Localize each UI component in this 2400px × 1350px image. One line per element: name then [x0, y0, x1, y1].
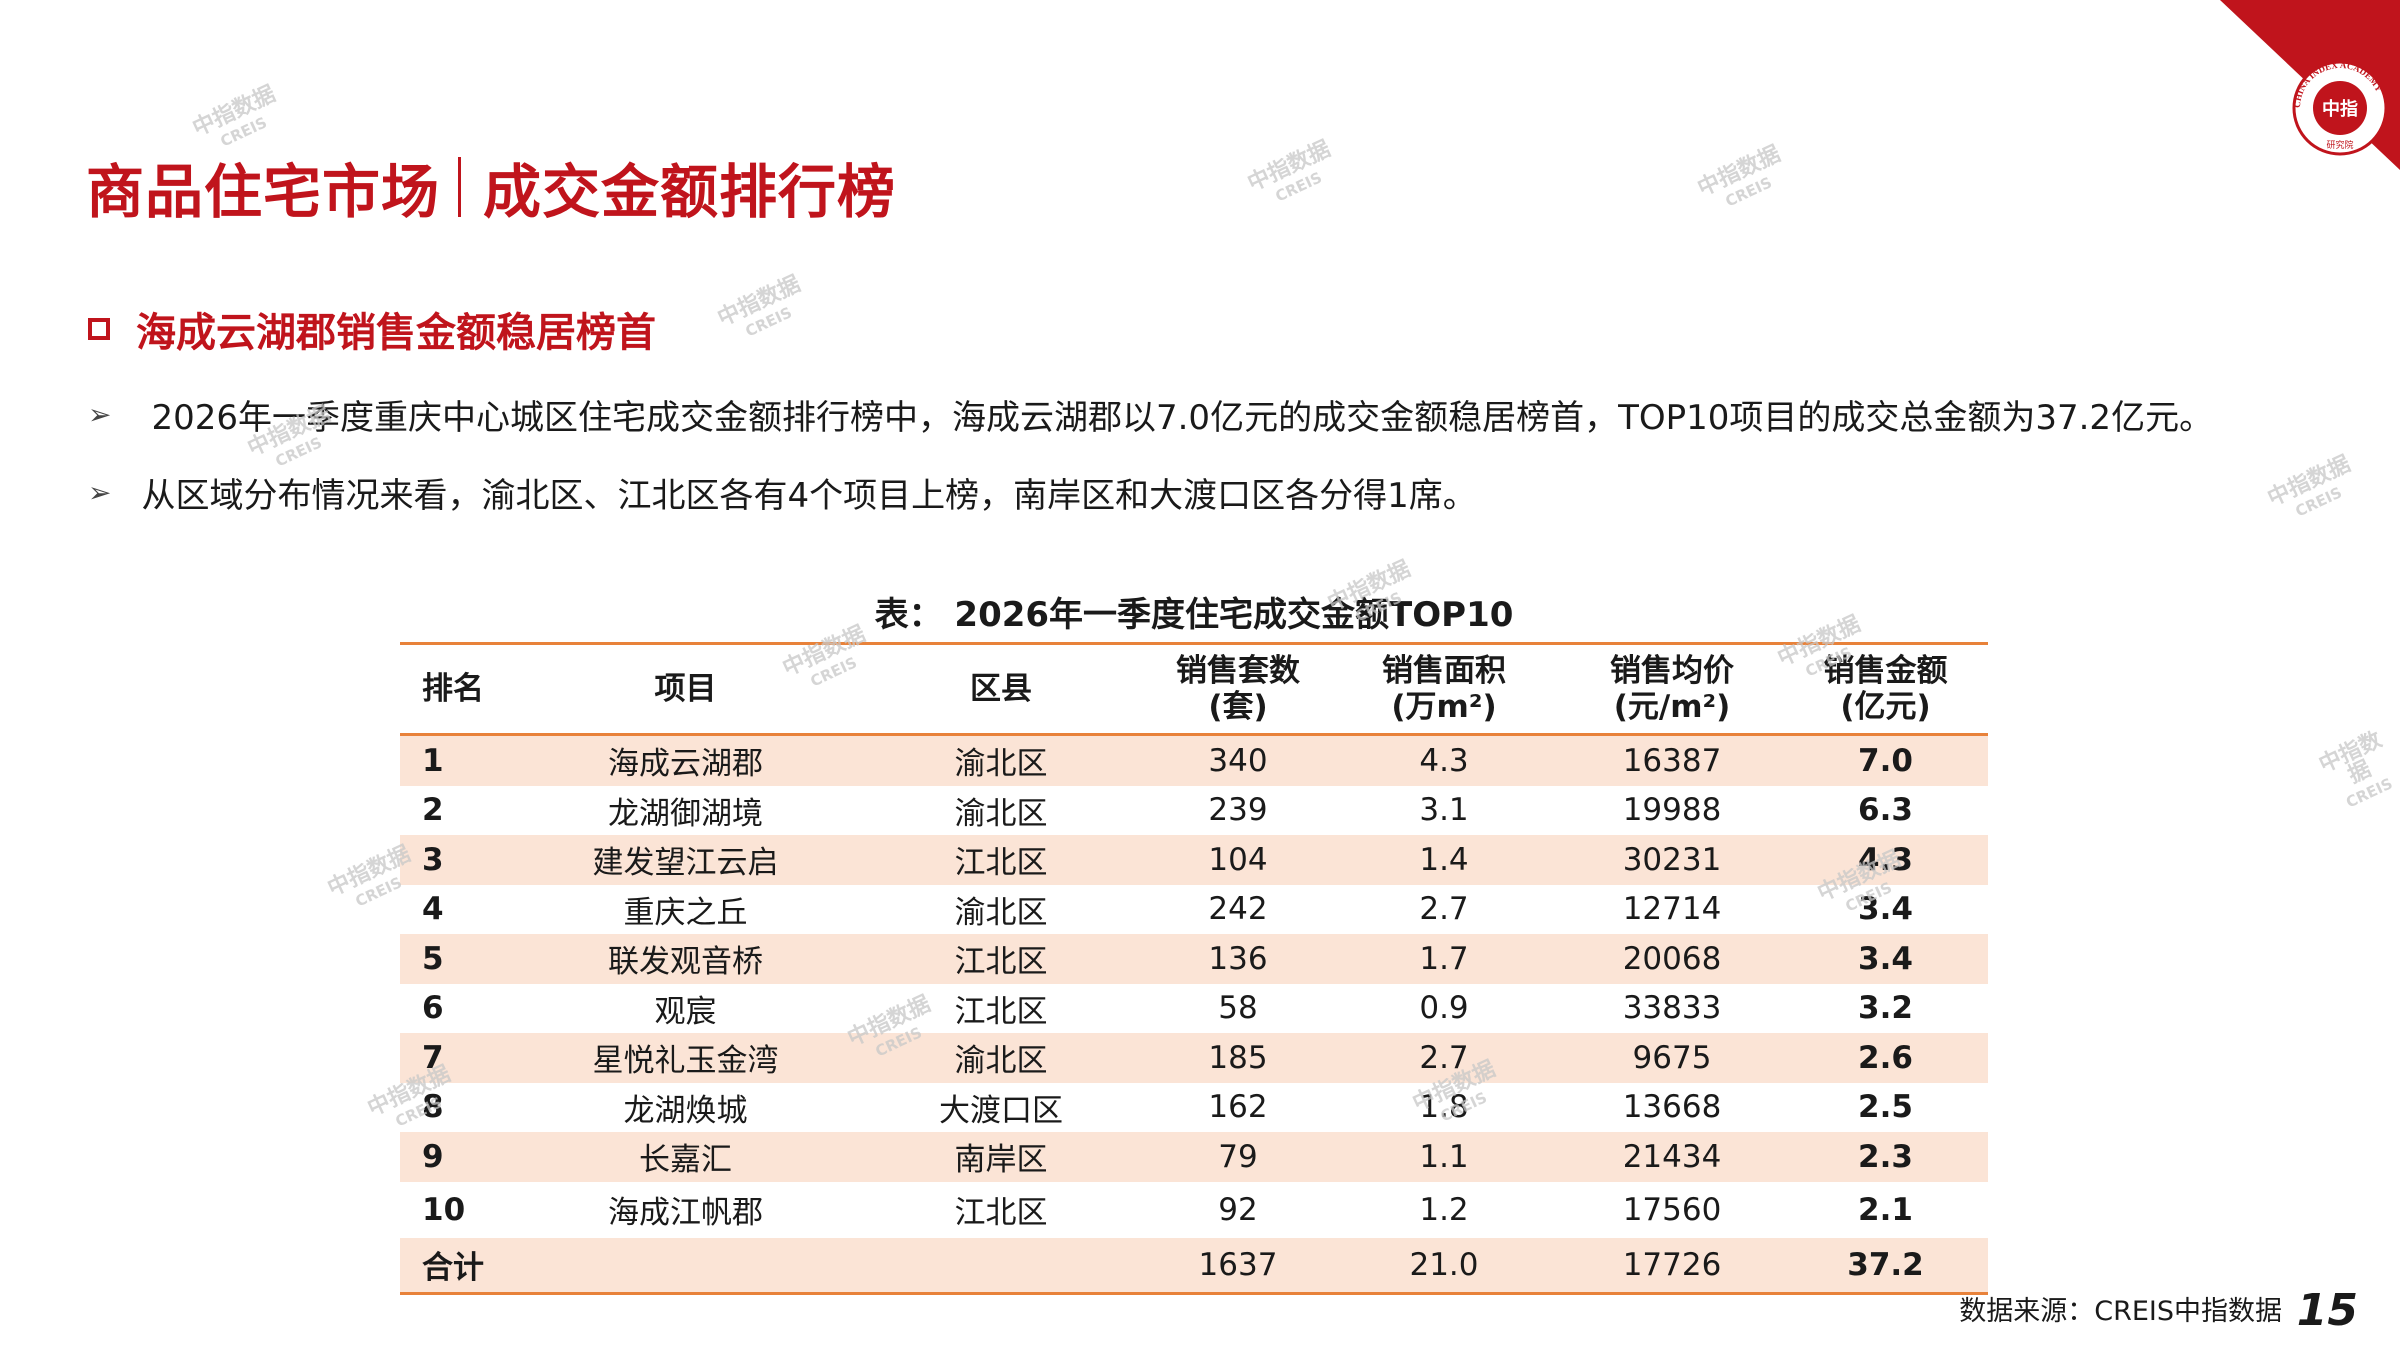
table-caption: 表： 2026年一季度住宅成交金额TOP10 [874, 595, 1514, 635]
logo-bottom-text: 研究院 [2326, 139, 2353, 151]
table-row: 8 龙湖焕城 大渡口区 162 1.8 13668 2.5 [422, 1089, 1913, 1129]
column-header-rank: 排名 [400, 642, 518, 736]
table-row: 6 观宸 江北区 58 0.9 33833 3.2 [422, 990, 1913, 1030]
table-row: 2 龙湖御湖境 渝北区 239 3.1 19988 6.3 [422, 792, 1913, 832]
section-heading-text: 海成云湖郡销售金额稳居榜首 [136, 310, 656, 356]
page-title-right: 成交金额排行榜 [483, 158, 897, 226]
watermark: 中指数据 CREIS [2263, 451, 2355, 521]
arrow-bullet-icon: ➢ [88, 476, 112, 509]
watermark: 中指数据 CREIS [713, 271, 805, 341]
page-title: 商品住宅市场 成交金额排行榜 [86, 145, 896, 229]
arrow-bullet-icon: ➢ [88, 398, 112, 431]
logo-center-text: 中指 [2322, 98, 2358, 120]
table-row: 10 海成江帆郡 江北区 92 1.2 17560 2.1 [422, 1191, 1913, 1232]
table-row: 5 联发观音桥 江北区 136 1.7 20068 3.4 [400, 934, 1988, 984]
bullet-text: 2026年一季度重庆中心城区住宅成交金额排行榜中，海成云湖郡以7.0亿元的成交金… [151, 398, 2214, 438]
title-divider [458, 157, 462, 217]
table-row: 3 建发望江云启 江北区 104 1.4 30231 4.3 [400, 835, 1988, 885]
column-header-district: 区县 [853, 642, 1149, 736]
watermark: 中指数据 CREIS [2315, 727, 2396, 812]
column-header-area: 销售面积 (万m²) [1327, 642, 1561, 736]
table-row: 7 星悦礼玉金湾 渝北区 185 2.7 9675 2.6 [400, 1033, 1988, 1083]
ranking-table: 排名 项目 区县 销售套数 (套) 销售面积 (万m²) 销售均价 (元/m²) 销售… [400, 642, 1988, 1295]
corner-logo: CHINA INDEX ACADEMY 中指 研究院 [2170, 0, 2400, 170]
table-row: 1 海成云湖郡 渝北区 340 4.3 16387 7.0 [400, 734, 1988, 786]
table-header-row: 排名 项目 区县 销售套数 (套) 销售面积 (万m²) 销售均价 (元/m²) 销售… [400, 642, 1988, 736]
table-row: 4 重庆之丘 渝北区 242 2.7 12714 3.4 [422, 891, 1913, 931]
page-title-left: 商品住宅市场 [86, 158, 441, 226]
square-bullet-icon [88, 318, 110, 340]
column-header-price: 销售均价 (元/m²) [1561, 642, 1783, 736]
page-number: 15 [2296, 1285, 2358, 1336]
watermark: 中指数据 CREIS [1693, 141, 1785, 211]
data-source-note: 数据来源：CREIS中指数据 [1959, 1296, 2282, 1327]
bullet-item: ➢ 从区域分布情况来看，渝北区、江北区各有4个项目上榜，南岸区和大渡口区各分得1… [88, 468, 1477, 517]
section-heading: 海成云湖郡销售金额稳居榜首 [88, 300, 656, 358]
column-header-units: 销售套数 (套) [1149, 642, 1327, 736]
bullet-item: ➢ 2026年一季度重庆中心城区住宅成交金额排行榜中，海成云湖郡以7.0亿元的成… [88, 390, 2213, 439]
table-total-row: 合计 1637 21.0 17726 37.2 [400, 1237, 1988, 1295]
watermark: 中指数据 CREIS [1243, 136, 1335, 206]
table-row: 9 长嘉汇 南岸区 79 1.1 21434 2.3 [400, 1132, 1988, 1182]
column-header-project: 项目 [518, 642, 853, 736]
column-header-amount: 销售金额 (亿元) [1783, 642, 1988, 736]
bullet-text: 从区域分布情况来看，渝北区、江北区各有4个项目上榜，南岸区和大渡口区各分得1席。 [141, 476, 1477, 516]
